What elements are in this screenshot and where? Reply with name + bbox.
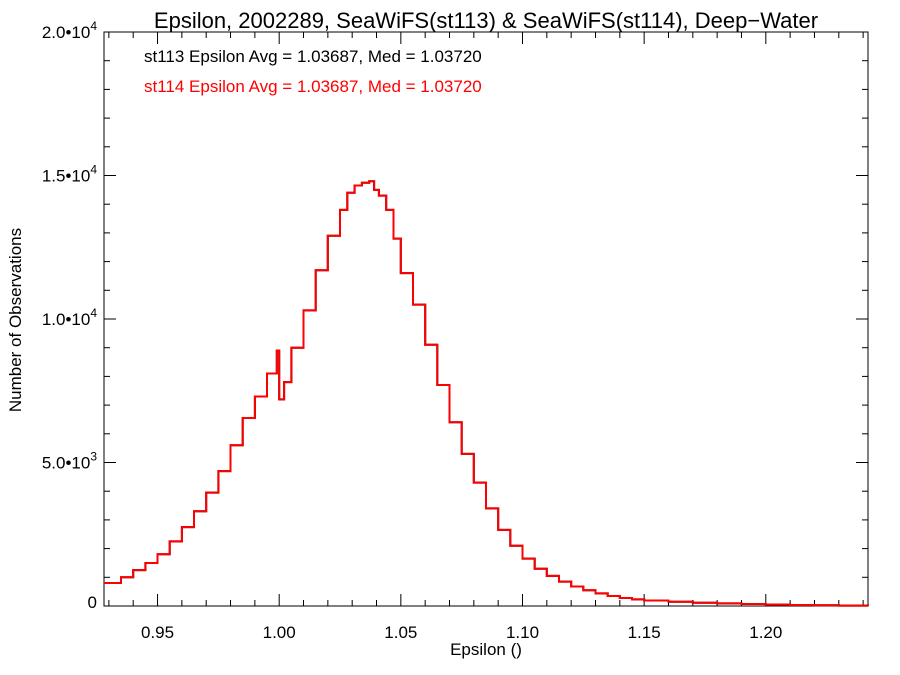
x-axis-ticks [108, 32, 864, 606]
x-tick-label: 1.10 [506, 623, 539, 642]
y-tick-label: 0 [88, 593, 97, 612]
y-tick-exponent: 3 [90, 450, 97, 464]
x-tick-label: 1.00 [263, 623, 296, 642]
y-tick-mantissa: 5.0•10 [42, 454, 91, 473]
annotation-st113: st113 Epsilon Avg = 1.03687, Med = 1.037… [144, 47, 482, 66]
series-st113-line [104, 180, 869, 607]
x-tick-label: 1.20 [749, 623, 782, 642]
plot-frame [103, 31, 869, 607]
x-axis-label: Epsilon () [450, 640, 522, 659]
y-tick-exponent: 4 [90, 306, 97, 320]
y-axis-ticks [104, 31, 868, 607]
annotation-st114: st114 Epsilon Avg = 1.03687, Med = 1.037… [144, 77, 482, 96]
y-tick-mantissa: 2.0•10 [42, 23, 91, 42]
y-tick-mantissa: 1.5•10 [42, 167, 91, 186]
y-tick-label: 1.5•104 [42, 163, 98, 186]
x-tick-label: 0.95 [141, 623, 174, 642]
y-tick-label: 2.0•104 [42, 19, 98, 42]
series-layer [104, 180, 869, 607]
y-tick-label: 1.0•104 [42, 306, 98, 329]
series-st114-line [104, 180, 869, 607]
x-tick-label: 1.05 [384, 623, 417, 642]
y-tick-mantissa: 1.0•10 [42, 310, 91, 329]
y-tick-mantissa: 0 [88, 593, 97, 612]
y-axis-label: Number of Observations [6, 228, 25, 412]
chart-title: Epsilon, 2002289, SeaWiFS(st113) & SeaWi… [154, 8, 818, 33]
x-axis-tick-labels: 0.95 1.00 1.05 1.10 1.15 1.20 [141, 623, 782, 642]
y-tick-exponent: 4 [90, 19, 97, 33]
y-tick-label: 5.0•103 [42, 450, 98, 473]
y-tick-exponent: 4 [90, 163, 97, 177]
x-tick-label: 1.15 [628, 623, 661, 642]
